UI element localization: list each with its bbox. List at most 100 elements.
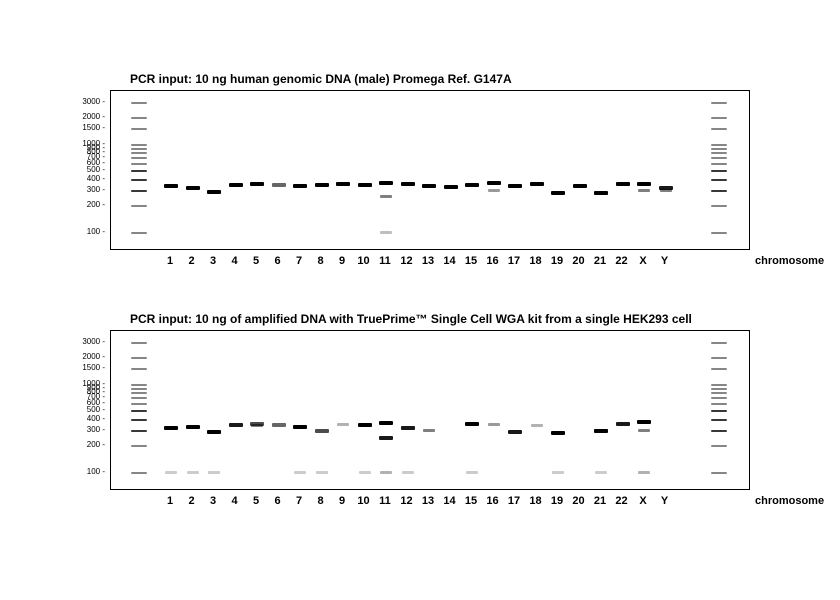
ladder-band-right: [711, 179, 727, 181]
lane-label: 1: [160, 495, 180, 507]
ladder-tick: 100: [87, 467, 105, 476]
ladder-band-left: [131, 392, 147, 394]
ladder-band-left: [131, 117, 147, 119]
pcr-band: [616, 182, 630, 186]
ladder-band-right: [711, 392, 727, 394]
pcr-band: [466, 471, 478, 474]
ladder-band-left: [131, 403, 147, 405]
lane-label: 10: [354, 495, 374, 507]
ladder-tick: 300: [87, 185, 105, 194]
pcr-band: [508, 430, 522, 434]
pcr-band: [488, 423, 500, 426]
lane-label: 18: [526, 495, 546, 507]
lane-label: 13: [418, 255, 438, 267]
lane-label: 17: [504, 495, 524, 507]
pcr-band: [229, 423, 243, 427]
pcr-band: [402, 471, 414, 474]
lane-label: 9: [332, 255, 352, 267]
pcr-band: [316, 471, 328, 474]
lane-label: 21: [590, 255, 610, 267]
lane-label: 14: [440, 495, 460, 507]
ladder-band-left: [131, 102, 147, 104]
lane-label: 16: [483, 255, 503, 267]
lane-label: 9: [332, 495, 352, 507]
pcr-band: [380, 195, 392, 198]
pcr-band: [637, 182, 651, 186]
ladder-band-right: [711, 157, 727, 159]
lane-label: 4: [225, 255, 245, 267]
pcr-band: [573, 184, 587, 188]
ladder-band-right: [711, 472, 727, 474]
ladder-band-left: [131, 342, 147, 344]
pcr-band: [164, 184, 178, 188]
pcr-band: [337, 423, 349, 426]
lane-label: 13: [418, 495, 438, 507]
ladder-tick: 2000: [82, 352, 105, 361]
lane-label: 20: [569, 495, 589, 507]
ladder-band-left: [131, 397, 147, 399]
pcr-band: [207, 190, 221, 194]
ladder-tick: 400: [87, 174, 105, 183]
pcr-band: [380, 231, 392, 234]
pcr-band: [637, 420, 651, 424]
pcr-band: [272, 423, 286, 427]
lane-label: 5: [246, 495, 266, 507]
ladder-band-right: [711, 419, 727, 421]
lane-label: 19: [547, 495, 567, 507]
pcr-band: [488, 189, 500, 192]
pcr-band: [293, 184, 307, 188]
pcr-band: [359, 471, 371, 474]
pcr-band: [164, 426, 178, 430]
pcr-band: [186, 425, 200, 429]
lane-label: 14: [440, 255, 460, 267]
ladder-band-right: [711, 144, 727, 146]
lane-label: 11: [375, 495, 395, 507]
lane-label: 2: [182, 255, 202, 267]
ladder-band-right: [711, 430, 727, 432]
pcr-band: [229, 183, 243, 187]
ladder-band-left: [131, 144, 147, 146]
chromosome-axis-label: chromosome: [755, 255, 824, 267]
pcr-band: [272, 183, 286, 187]
pcr-band: [187, 471, 199, 474]
pcr-band: [638, 429, 650, 432]
ladder-band-right: [711, 128, 727, 130]
pcr-band: [551, 431, 565, 435]
ladder-band-right: [711, 403, 727, 405]
pcr-band: [552, 471, 564, 474]
ladder-band-left: [131, 368, 147, 370]
ladder-tick: 3000: [82, 97, 105, 106]
ladder-band-left: [131, 232, 147, 234]
lane-label: 3: [203, 255, 223, 267]
ladder-band-left: [131, 410, 147, 412]
ladder-band-left: [131, 157, 147, 159]
pcr-band: [530, 182, 544, 186]
lane-label: 12: [397, 255, 417, 267]
ladder-band-left: [131, 472, 147, 474]
pcr-band: [401, 426, 415, 430]
lane-label: 18: [526, 255, 546, 267]
lane-label: 6: [268, 495, 288, 507]
ladder-band-right: [711, 388, 727, 390]
pcr-band: [444, 185, 458, 189]
ladder-band-right: [711, 410, 727, 412]
ladder-tick: 3000: [82, 337, 105, 346]
lane-label: 10: [354, 255, 374, 267]
ladder-band-left: [131, 128, 147, 130]
pcr-band: [638, 471, 650, 474]
lane-label: 21: [590, 495, 610, 507]
ladder-band-left: [131, 190, 147, 192]
lane-label: 3: [203, 495, 223, 507]
ladder-band-left: [131, 430, 147, 432]
lane-label: 11: [375, 255, 395, 267]
lane-labels: 12345678910111213141516171819202122XY: [110, 255, 750, 275]
ladder-tick: 100: [87, 227, 105, 236]
pcr-band: [165, 471, 177, 474]
ladder-band-right: [711, 384, 727, 386]
lane-label: 15: [461, 255, 481, 267]
ladder-band-right: [711, 102, 727, 104]
pcr-band: [208, 471, 220, 474]
pcr-band: [465, 422, 479, 426]
pcr-band: [594, 191, 608, 195]
pcr-band: [207, 430, 221, 434]
